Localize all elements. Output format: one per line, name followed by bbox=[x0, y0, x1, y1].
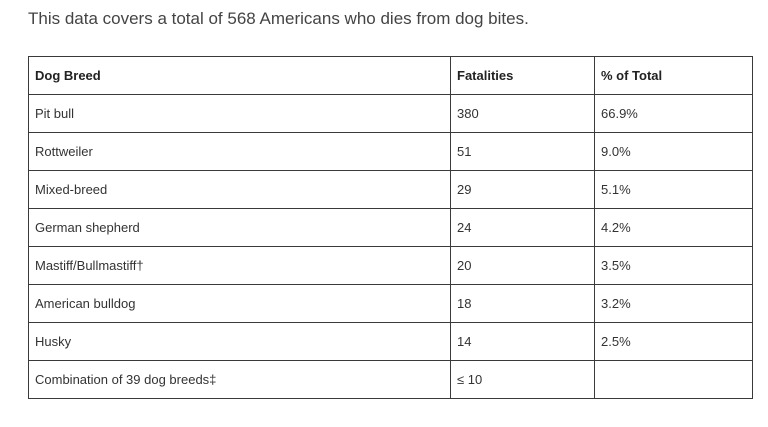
fatalities-cell: 380 bbox=[450, 94, 595, 133]
table-row: Husky 14 2.5% bbox=[28, 322, 753, 361]
intro-text: This data covers a total of 568 American… bbox=[28, 9, 529, 28]
table-row: Rottweiler 51 9.0% bbox=[28, 132, 753, 171]
percent-cell: 3.5% bbox=[594, 246, 753, 285]
fatalities-cell: 51 bbox=[450, 132, 595, 171]
column-header-dog-breed: Dog Breed bbox=[28, 56, 451, 95]
breed-cell: Husky bbox=[28, 322, 451, 361]
breed-cell: American bulldog bbox=[28, 284, 451, 323]
column-header-fatalities: Fatalities bbox=[450, 56, 595, 95]
fatalities-cell: 18 bbox=[450, 284, 595, 323]
percent-cell: 66.9% bbox=[594, 94, 753, 133]
breed-cell: Rottweiler bbox=[28, 132, 451, 171]
percent-cell: 2.5% bbox=[594, 322, 753, 361]
table-row: American bulldog 18 3.2% bbox=[28, 284, 753, 323]
table-header-row: Dog Breed Fatalities % of Total bbox=[28, 56, 753, 95]
percent-cell: 4.2% bbox=[594, 208, 753, 247]
fatalities-cell: ≤ 10 bbox=[450, 360, 595, 399]
table-row: Combination of 39 dog breeds‡ ≤ 10 bbox=[28, 360, 753, 399]
percent-cell: 3.2% bbox=[594, 284, 753, 323]
fatalities-cell: 29 bbox=[450, 170, 595, 209]
percent-cell: 5.1% bbox=[594, 170, 753, 209]
percent-cell: 9.0% bbox=[594, 132, 753, 171]
breed-cell: Combination of 39 dog breeds‡ bbox=[28, 360, 451, 399]
breed-cell: Pit bull bbox=[28, 94, 451, 133]
breed-cell: Mastiff/Bullmastiff† bbox=[28, 246, 451, 285]
dog-bite-fatalities-table: Dog Breed Fatalities % of Total Pit bull… bbox=[28, 56, 753, 399]
column-header-percent-of-total: % of Total bbox=[594, 56, 753, 95]
percent-cell bbox=[594, 360, 753, 399]
breed-cell: German shepherd bbox=[28, 208, 451, 247]
fatalities-cell: 24 bbox=[450, 208, 595, 247]
table-row: Mastiff/Bullmastiff† 20 3.5% bbox=[28, 246, 753, 285]
table-row: Mixed-breed 29 5.1% bbox=[28, 170, 753, 209]
table-row: German shepherd 24 4.2% bbox=[28, 208, 753, 247]
breed-cell: Mixed-breed bbox=[28, 170, 451, 209]
fatalities-cell: 20 bbox=[450, 246, 595, 285]
fatalities-cell: 14 bbox=[450, 322, 595, 361]
table-row: Pit bull 380 66.9% bbox=[28, 94, 753, 133]
